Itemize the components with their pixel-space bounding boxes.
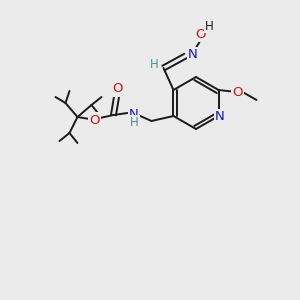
Text: O: O <box>232 86 243 100</box>
Text: N: N <box>129 107 138 121</box>
Text: H: H <box>130 116 139 128</box>
Text: N: N <box>214 110 224 124</box>
Text: O: O <box>89 113 100 127</box>
Text: H: H <box>205 20 214 32</box>
Text: N: N <box>188 49 197 62</box>
Text: O: O <box>112 82 123 95</box>
Text: H: H <box>150 58 159 70</box>
Text: O: O <box>195 28 206 40</box>
